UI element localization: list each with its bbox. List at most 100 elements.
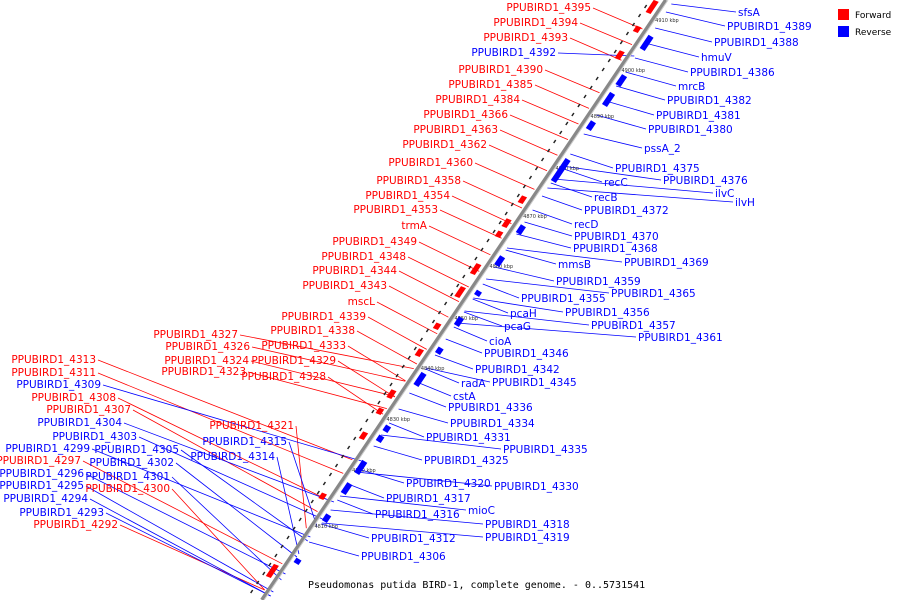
forward-leader-line	[97, 372, 344, 474]
feature-dot	[528, 175, 533, 180]
forward-gene-label: PPUBIRD1_4354	[365, 190, 450, 202]
reverse-leader-line	[339, 495, 467, 511]
reverse-leader-line	[321, 522, 484, 538]
forward-gene-label: PPUBIRD1_4349	[332, 236, 417, 248]
reverse-gene-label: cstA	[453, 391, 476, 403]
forward-leader-line	[117, 397, 327, 500]
forward-gene-label: mscL	[348, 296, 375, 308]
reverse-leader-line	[175, 462, 298, 558]
reverse-leader-line	[409, 392, 447, 408]
forward-leader-line	[388, 285, 449, 318]
feature-dot	[559, 130, 563, 135]
reverse-leader-line	[550, 182, 593, 198]
reverse-gene	[382, 424, 392, 433]
forward-gene-label: trmA	[401, 220, 427, 232]
feature-dot	[631, 22, 636, 27]
forward-gene	[614, 50, 625, 60]
reverse-gene-label: PPUBIRD1_4315	[202, 436, 287, 448]
forward-leader-line	[521, 99, 579, 125]
forward-gene-label: PPUBIRD1_4390	[458, 64, 543, 76]
forward-leader-line	[488, 144, 548, 172]
feature-dot	[298, 517, 302, 522]
feature-dot	[492, 229, 496, 234]
forward-gene-label: PPUBIRD1_4363	[413, 124, 498, 136]
ticks: 4810 kbp 4820 kbp 4830 kbp 4840 kbp 4850 kbp…	[250, 4, 679, 594]
reverse-gene-label: PPUBIRD1_4389	[727, 21, 812, 33]
forward-gene	[375, 407, 385, 415]
reverse-gene-label: PPUBIRD1_4309	[16, 379, 101, 391]
feature-dot	[407, 355, 411, 360]
reverse-leader-line	[486, 278, 610, 294]
reverse-gene-label: PPUBIRD1_4304	[37, 417, 122, 429]
reverse-gene-label: PPUBIRD1_4342	[475, 364, 560, 376]
forward-gene-label: PPUBIRD1_4329	[251, 355, 336, 367]
forward-gene-label: PPUBIRD1_4395	[506, 2, 591, 14]
forward-leader-line	[569, 37, 622, 61]
reverse-gene	[321, 513, 332, 523]
forward-gene-label: PPUBIRD1_4308	[31, 392, 116, 404]
reverse-gene-label: PPUBIRD1_4346	[484, 348, 569, 360]
reverse-gene-label: cioA	[489, 336, 512, 348]
tick-label: 4870 kbp	[523, 214, 547, 220]
feature-dot	[401, 364, 405, 369]
legend-forward-label: Forward	[855, 11, 891, 21]
reverse-gene-label: PPUBIRD1_4301	[85, 471, 170, 483]
feature-dot	[377, 400, 381, 405]
reverse-leader-line	[434, 354, 474, 370]
reverse-leader-line	[583, 133, 643, 149]
reverse-gene	[413, 371, 427, 387]
forward-leader-line	[356, 330, 418, 365]
forward-gene-label: PPUBIRD1_4360	[388, 157, 473, 169]
reverse-gene-label: PPUBIRD1_4316	[375, 509, 460, 521]
reverse-leader-line	[180, 449, 308, 542]
reverse-leader-line	[105, 512, 271, 597]
reverse-leader-line	[505, 249, 557, 265]
forward-leader-line	[239, 334, 414, 369]
reverse-leader-line	[472, 298, 509, 314]
reverse-leader-line	[426, 367, 491, 383]
forward-gene-label: PPUBIRD1_4338	[270, 325, 355, 337]
forward-leader-line	[509, 114, 569, 140]
reverse-gene	[639, 34, 654, 51]
reverse-leader-line	[605, 100, 655, 116]
reverse-leader-line	[532, 209, 573, 225]
reverse-leader-line	[547, 187, 734, 203]
reverse-gene-label: PPUBIRD1_4302	[89, 457, 174, 469]
forward-leader-line	[592, 7, 643, 30]
feature-dot	[474, 256, 478, 261]
reverse-leader-line	[445, 338, 483, 354]
feature-dot	[425, 328, 430, 333]
forward-gene-label: PPUBIRD1_4343	[302, 280, 387, 292]
forward-gene	[494, 230, 504, 238]
forward-gene-label: PPUBIRD1_4339	[281, 311, 366, 323]
reverse-leader-line	[171, 476, 282, 581]
forward-gene-label: PPUBIRD1_4307	[46, 404, 131, 416]
forward-gene-label: PPUBIRD1_4366	[423, 109, 508, 121]
feature-dot	[328, 472, 333, 477]
forward-leader-line	[97, 359, 353, 461]
reverse-gene-label: PPUBIRD1_4365	[611, 288, 696, 300]
reverse-gene-label: mrcB	[678, 81, 705, 93]
feature-dot	[250, 589, 254, 594]
feature-dot	[565, 121, 569, 126]
reverse-gene-label: PPUBIRD1_4345	[492, 377, 577, 389]
reverse-gene	[434, 346, 444, 355]
reverse-gene-label: PPUBIRD1_4320	[406, 478, 491, 490]
reverse-gene-label: pssA_2	[644, 143, 681, 155]
forward-gene	[386, 389, 397, 399]
forward-gene	[454, 286, 466, 298]
feature-dot	[480, 247, 484, 252]
forward-gene-label: PPUBIRD1_4394	[493, 17, 578, 29]
forward-leader-line	[418, 241, 480, 272]
feature-dot	[553, 139, 557, 144]
reverse-leader-line	[560, 167, 603, 183]
reverse-gene-label: PPUBIRD1_4331	[426, 432, 511, 444]
tick-label: 4850 kbp	[455, 316, 479, 322]
feature-dot	[419, 337, 423, 342]
reverse-leader-line	[655, 27, 713, 43]
reverse-gene-label: PPUBIRD1_4392	[471, 47, 556, 59]
reverse-gene-label: PPUBIRD1_4361	[638, 332, 723, 344]
reverse-gene-label: radA	[461, 378, 486, 390]
feature-dot	[522, 184, 527, 189]
forward-gene	[414, 348, 425, 357]
